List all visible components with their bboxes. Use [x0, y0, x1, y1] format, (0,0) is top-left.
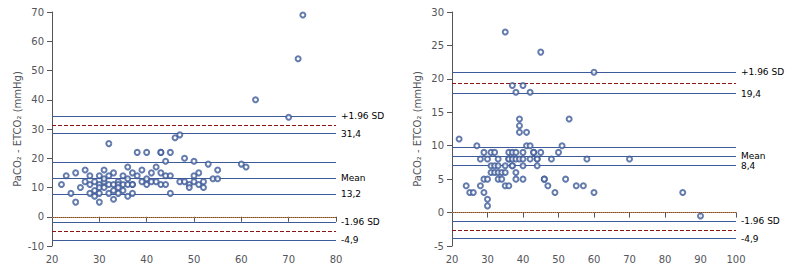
- svg-text:-1.96 SD: -1.96 SD: [341, 217, 380, 227]
- svg-text:13,2: 13,2: [341, 189, 361, 199]
- svg-text:60: 60: [235, 254, 248, 265]
- svg-text:30: 30: [93, 254, 106, 265]
- svg-text:40: 40: [31, 94, 44, 105]
- svg-text:30: 30: [431, 7, 444, 18]
- svg-text:-1.96 SD: -1.96 SD: [741, 216, 780, 226]
- svg-text:80: 80: [330, 254, 343, 265]
- svg-text:-4,9: -4,9: [741, 234, 759, 244]
- svg-text:-4,9: -4,9: [341, 235, 359, 245]
- svg-text:90: 90: [694, 254, 707, 265]
- svg-text:PaCO₂ - ETCO₂ (mmHg): PaCO₂ - ETCO₂ (mmHg): [412, 71, 423, 187]
- svg-text:50: 50: [188, 254, 201, 265]
- svg-text:5: 5: [438, 174, 444, 185]
- svg-text:-10: -10: [28, 241, 44, 252]
- svg-text:70: 70: [31, 7, 44, 18]
- svg-text:60: 60: [31, 36, 44, 47]
- svg-text:10: 10: [431, 140, 444, 151]
- svg-text:20: 20: [31, 153, 44, 164]
- svg-text:Mean: Mean: [741, 151, 766, 161]
- svg-text:+1.96 SD: +1.96 SD: [341, 111, 384, 121]
- svg-text:50: 50: [552, 254, 565, 265]
- svg-text:PaCO₂ - ETCO₂ (mmHg): PaCO₂ - ETCO₂ (mmHg): [12, 71, 23, 187]
- svg-text:70: 70: [623, 254, 636, 265]
- svg-text:20: 20: [446, 254, 459, 265]
- svg-text:40: 40: [517, 254, 530, 265]
- svg-text:70: 70: [282, 254, 295, 265]
- svg-text:0: 0: [438, 207, 444, 218]
- svg-text:60: 60: [588, 254, 601, 265]
- svg-text:100: 100: [726, 254, 745, 265]
- svg-text:20: 20: [46, 254, 59, 265]
- svg-text:-5: -5: [434, 241, 444, 252]
- svg-text:19,4: 19,4: [741, 89, 761, 99]
- svg-text:20: 20: [431, 73, 444, 84]
- svg-text:40: 40: [140, 254, 153, 265]
- svg-text:25: 25: [431, 40, 444, 51]
- svg-text:15: 15: [431, 107, 444, 118]
- svg-text:31,4: 31,4: [341, 129, 361, 139]
- svg-text:Mean: Mean: [341, 173, 366, 183]
- svg-text:8,4: 8,4: [741, 161, 756, 171]
- svg-text:10: 10: [31, 182, 44, 193]
- svg-text:30: 30: [31, 124, 44, 135]
- svg-text:80: 80: [659, 254, 672, 265]
- svg-text:+1.96 SD: +1.96 SD: [741, 67, 784, 77]
- svg-text:0: 0: [38, 211, 44, 222]
- svg-text:30: 30: [481, 254, 494, 265]
- svg-text:50: 50: [31, 65, 44, 76]
